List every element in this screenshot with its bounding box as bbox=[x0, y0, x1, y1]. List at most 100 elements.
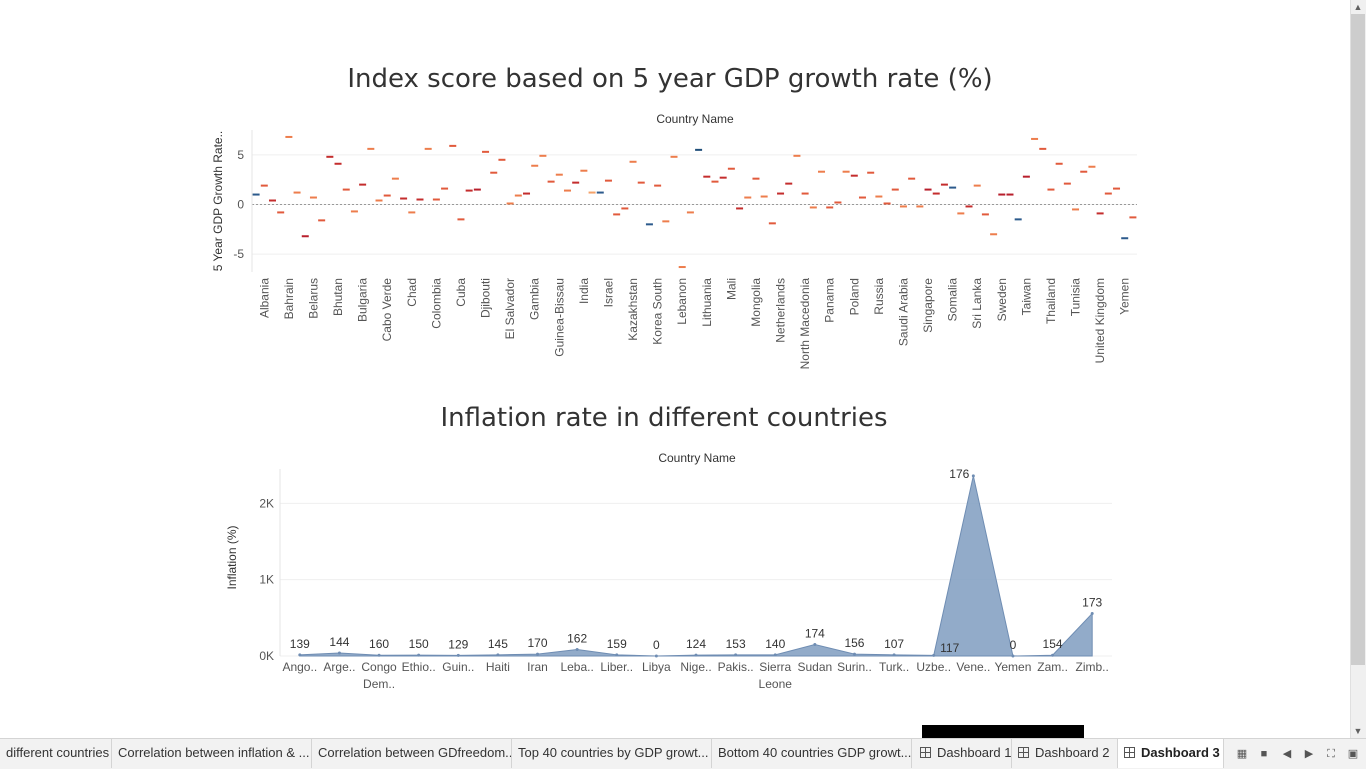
inflation-point bbox=[536, 652, 540, 656]
inflation-point bbox=[337, 651, 341, 655]
y-axis-title: 5 Year GDP Growth Rate.. bbox=[211, 131, 225, 272]
chart2-column-header: Country Name bbox=[658, 451, 736, 465]
chart1-column-header: Country Name bbox=[656, 112, 734, 126]
x-tick-label: Dem.. bbox=[363, 677, 395, 691]
x-tick-label: Ethio.. bbox=[402, 660, 436, 674]
x-tick-label: Guin.. bbox=[442, 660, 474, 674]
inflation-area-chart[interactable]: 2K 1K 0K 139 144 160 150 129 145 170 162 159 0 124 153… bbox=[214, 465, 1114, 695]
x-tick-label: Guinea-Bissau bbox=[552, 278, 566, 357]
inflation-area bbox=[299, 475, 1093, 657]
x-tick-label: Congo bbox=[361, 660, 397, 674]
x-tick-label: Cabo Verde bbox=[380, 278, 394, 342]
gdp-growth-mark bbox=[465, 189, 473, 192]
y-tick-label: 1K bbox=[259, 573, 274, 587]
gdp-growth-chart[interactable]: 5 0 -5 Albania Bahrain Belarus Bhutan Bulgaria C… bbox=[200, 126, 1145, 376]
gdp-growth-mark bbox=[752, 177, 760, 180]
gdp-growth-mark bbox=[473, 188, 481, 191]
tab-correlation-gdfreedom[interactable]: Correlation between GDfreedom... bbox=[312, 739, 512, 768]
gdp-growth-mark bbox=[596, 191, 604, 194]
x-tick-label: Vene.. bbox=[956, 660, 990, 674]
gdp-growth-mark bbox=[1039, 147, 1047, 150]
data-label: 154 bbox=[1043, 637, 1063, 651]
gdp-growth-mark bbox=[891, 188, 899, 191]
gdp-growth-mark bbox=[416, 198, 424, 201]
previous-sheet-icon[interactable]: ◀ bbox=[1282, 748, 1292, 760]
inflation-point bbox=[971, 474, 975, 478]
gdp-growth-mark bbox=[309, 196, 317, 199]
gdp-growth-mark bbox=[318, 219, 326, 222]
x-tick-label: Tunisia bbox=[1069, 278, 1083, 317]
gdp-growth-mark bbox=[965, 205, 973, 208]
data-label: 176 bbox=[949, 467, 969, 481]
gdp-growth-mark bbox=[391, 177, 399, 180]
gdp-growth-mark bbox=[531, 164, 539, 167]
data-label: 170 bbox=[528, 636, 548, 650]
x-tick-label: Iran bbox=[527, 660, 548, 674]
x-tick-label: United Kingdom bbox=[1093, 278, 1107, 363]
gdp-growth-mark bbox=[432, 198, 440, 201]
gdp-growth-mark bbox=[277, 211, 285, 214]
inflation-point bbox=[852, 652, 856, 656]
gdp-growth-mark bbox=[359, 183, 367, 186]
next-sheet-icon[interactable]: ▶ bbox=[1304, 748, 1314, 760]
x-tick-label: North Macedonia bbox=[798, 278, 812, 370]
tab-top-40-countries[interactable]: Top 40 countries by GDP growt... bbox=[512, 739, 712, 768]
gdp-growth-mark bbox=[973, 184, 981, 187]
inflation-point bbox=[377, 653, 381, 657]
tab-bottom-40-countries[interactable]: Bottom 40 countries GDP growt... bbox=[712, 739, 912, 768]
gdp-growth-mark bbox=[506, 202, 514, 205]
gdp-growth-mark bbox=[555, 173, 563, 176]
tab-correlation-inflation[interactable]: Correlation between inflation & ... bbox=[112, 739, 312, 768]
x-tick-label: Bhutan bbox=[331, 278, 345, 316]
tab-dashboard-1[interactable]: Dashboard 1 bbox=[914, 739, 1012, 768]
gdp-growth-mark bbox=[293, 191, 301, 194]
y-tick-label: 2K bbox=[259, 496, 274, 510]
x-tick-label: Russia bbox=[872, 278, 886, 315]
presentation-mode-icon[interactable]: ▣ bbox=[1347, 748, 1359, 760]
gdp-growth-mark bbox=[350, 210, 358, 213]
grid-view-icon[interactable]: ■ bbox=[1260, 748, 1268, 760]
x-tick-label: Kazakhstan bbox=[626, 278, 640, 341]
tab-different-countries[interactable]: different countries bbox=[0, 739, 112, 768]
gdp-growth-mark bbox=[326, 155, 334, 158]
scroll-up-arrow-icon[interactable]: ▲ bbox=[1353, 2, 1363, 12]
gdp-growth-mark bbox=[940, 183, 948, 186]
y-tick-label: -5 bbox=[233, 247, 244, 261]
gdp-growth-mark bbox=[768, 222, 776, 225]
gdp-growth-mark bbox=[375, 199, 383, 202]
gdp-growth-mark bbox=[916, 205, 924, 208]
fullscreen-icon[interactable]: ⛶ bbox=[1327, 748, 1335, 760]
tab-dashboard-2[interactable]: Dashboard 2 bbox=[1012, 739, 1118, 768]
gdp-growth-mark bbox=[695, 148, 703, 151]
x-tick-label: Taiwan bbox=[1019, 278, 1033, 315]
x-tick-label: Bahrain bbox=[282, 278, 296, 319]
x-tick-label: Yemen bbox=[1118, 278, 1132, 315]
gdp-growth-mark bbox=[818, 170, 826, 173]
x-tick-label: Israel bbox=[601, 278, 615, 307]
x-tick-label: Cuba bbox=[454, 278, 468, 307]
inflation-point bbox=[1090, 611, 1094, 615]
tab-dashboard-3[interactable]: Dashboard 3 bbox=[1118, 739, 1224, 768]
gdp-growth-mark bbox=[367, 147, 375, 150]
scroll-down-arrow-icon[interactable]: ▼ bbox=[1353, 726, 1363, 736]
gdp-growth-mark bbox=[490, 171, 498, 174]
x-tick-label: Colombia bbox=[429, 278, 443, 329]
tab-label: Correlation between GDfreedom... bbox=[318, 745, 512, 760]
data-label: 150 bbox=[409, 637, 429, 651]
gdp-growth-mark bbox=[727, 167, 735, 170]
gdp-growth-mark bbox=[260, 184, 268, 187]
vertical-scrollbar-thumb[interactable] bbox=[1351, 14, 1365, 665]
gdp-growth-mark bbox=[268, 199, 276, 202]
gdp-growth-mark bbox=[1104, 192, 1112, 195]
gdp-growth-mark bbox=[899, 205, 907, 208]
x-tick-label: Haiti bbox=[486, 660, 510, 674]
filmstrip-view-icon[interactable]: ▦ bbox=[1236, 748, 1248, 760]
gdp-growth-mark bbox=[1129, 216, 1137, 219]
gdp-growth-mark bbox=[408, 211, 416, 214]
gdp-growth-mark bbox=[1080, 170, 1088, 173]
data-label: 117 bbox=[940, 641, 959, 655]
x-tick-label: Leba.. bbox=[560, 660, 593, 674]
x-tick-label: Somalia bbox=[946, 278, 960, 322]
gdp-growth-mark bbox=[834, 201, 842, 204]
x-tick-label: Bulgaria bbox=[356, 278, 370, 322]
